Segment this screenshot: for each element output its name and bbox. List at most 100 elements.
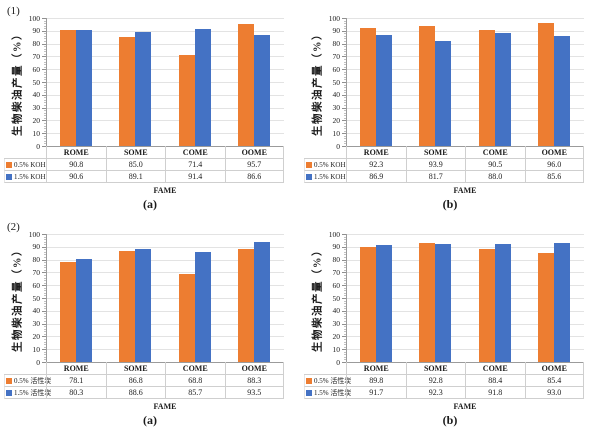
y-minor-tick-mark (344, 351, 346, 353)
bar (419, 25, 436, 146)
y-minor-tick-mark (44, 356, 46, 358)
gridline (46, 82, 284, 83)
y-minor-tick-mark (44, 328, 46, 330)
legend-cell: 1.5% 活性炭 (4, 387, 51, 399)
y-tick-mark (42, 56, 46, 58)
value-cell: 91.8 (465, 387, 525, 399)
y-minor-tick-mark (44, 269, 46, 271)
y-tick-label: 60 (32, 64, 41, 74)
y-tick-mark (342, 43, 346, 45)
y-minor-tick-mark (44, 23, 46, 25)
y-minor-tick-mark (344, 51, 346, 53)
value-cell: 95.7 (224, 159, 284, 171)
gridline (346, 323, 584, 325)
y-minor-tick-mark (44, 257, 46, 259)
category-header-cell: SOME (105, 362, 165, 375)
y-tick-label: 60 (32, 280, 41, 290)
category-header-cell: COME (165, 362, 225, 375)
y-tick-label: 20 (332, 331, 341, 341)
y-tick-label: 70 (332, 51, 341, 61)
y-tick-label: 100 (28, 229, 40, 239)
legend-cell: 1.5% 活性炭 (304, 387, 351, 399)
gridline (346, 43, 584, 45)
y-tick-label: 60 (332, 280, 341, 290)
y-minor-tick-mark (344, 48, 346, 50)
y-minor-tick-mark (344, 41, 346, 43)
value-cell: 88.4 (465, 375, 525, 387)
gridline (346, 18, 584, 19)
y-minor-tick-mark (344, 274, 346, 276)
bar (135, 31, 152, 146)
bar (494, 244, 511, 362)
value-cell: 68.8 (165, 375, 225, 387)
category-header-cell: COME (465, 146, 525, 159)
y-tick-mark (342, 298, 346, 299)
y-minor-tick-mark (344, 35, 346, 37)
y-minor-tick-mark (44, 138, 46, 140)
y-minor-tick-mark (44, 110, 46, 112)
category-header-cell: OOME (524, 362, 584, 375)
bar (254, 35, 271, 146)
y-tick-label: 40 (332, 90, 341, 100)
y-minor-tick-mark (44, 99, 46, 101)
y-tick-label: 90 (32, 26, 41, 36)
gridline (46, 94, 284, 96)
y-tick-label: 80 (332, 39, 341, 49)
y-tick-label: 80 (32, 39, 41, 49)
y-tick-label: 10 (32, 344, 41, 354)
y-minor-tick-mark (344, 79, 346, 81)
y-tick-mark (342, 234, 346, 235)
y-minor-tick-mark (344, 138, 346, 140)
value-cell: 91.4 (165, 171, 225, 183)
y-minor-tick-mark (344, 269, 346, 271)
y-tick-mark (342, 310, 346, 312)
gridline (346, 94, 584, 96)
value-cell: 92.3 (346, 159, 406, 171)
legend-cell: 0.5% 活性炭 (4, 375, 51, 387)
y-axis-line (46, 234, 47, 362)
value-cell: 96.0 (524, 159, 584, 171)
y-minor-tick-mark (344, 338, 346, 340)
legend-label: 0.5% KOH (314, 160, 346, 169)
y-tick-label: 50 (32, 293, 41, 303)
y-tick-label: 0 (36, 141, 40, 151)
bar (494, 33, 511, 146)
legend-label: 0.5% 活性炭 (14, 376, 52, 385)
y-minor-tick-mark (44, 315, 46, 317)
y-tick-mark (42, 120, 46, 122)
value-cell: 86.8 (105, 375, 165, 387)
y-axis-line (346, 234, 347, 362)
gridline (346, 133, 584, 135)
panel-caption: (a) (143, 413, 157, 427)
y-tick-label: 70 (32, 51, 41, 61)
y-minor-tick-mark (344, 64, 346, 66)
y-minor-tick-mark (344, 25, 346, 27)
y-tick-mark (42, 285, 46, 287)
gridline (346, 246, 584, 248)
y-tick-label: 90 (332, 242, 341, 252)
y-minor-tick-mark (44, 58, 46, 60)
category-header-cell: SOME (405, 146, 465, 159)
value-cell: 85.7 (165, 387, 225, 399)
y-minor-tick-mark (344, 305, 346, 307)
y-minor-tick-mark (44, 277, 46, 279)
y-minor-tick-mark (344, 92, 346, 94)
y-minor-tick-mark (344, 71, 346, 73)
y-minor-tick-mark (344, 290, 346, 292)
legend-label: 0.5% KOH (14, 160, 46, 169)
y-tick-label: 90 (32, 242, 41, 252)
y-tick-mark (42, 272, 46, 274)
y-tick-label: 20 (332, 115, 341, 125)
y-minor-tick-mark (44, 341, 46, 343)
y-tick-label: 0 (336, 357, 340, 367)
y-minor-tick-mark (344, 328, 346, 330)
y-minor-tick-mark (344, 122, 346, 124)
bar (435, 41, 452, 146)
y-minor-tick-mark (44, 97, 46, 99)
legend-swatch (6, 389, 12, 396)
value-cell: 93.0 (524, 387, 584, 399)
y-minor-tick-mark (344, 87, 346, 89)
y-minor-tick-mark (344, 23, 346, 25)
value-cell: 80.3 (46, 387, 106, 399)
